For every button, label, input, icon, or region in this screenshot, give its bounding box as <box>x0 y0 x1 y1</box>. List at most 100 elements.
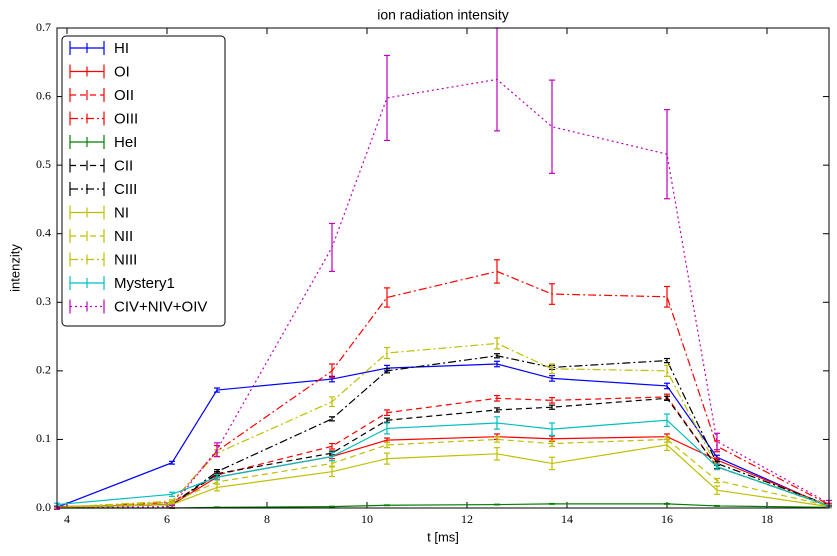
x-tick-label: 10 <box>361 512 373 526</box>
error-bar <box>329 505 335 508</box>
error-bar <box>329 442 335 450</box>
error-bar <box>214 387 220 393</box>
error-bar <box>494 503 500 506</box>
y-tick-label: 0.4 <box>36 225 51 239</box>
x-tick-label: 14 <box>561 512 573 526</box>
legend-box <box>61 35 226 327</box>
error-bar <box>384 368 390 374</box>
error-bar <box>384 441 390 449</box>
error-bar <box>329 363 335 379</box>
error-bar <box>384 422 390 435</box>
error-bar <box>549 79 555 174</box>
y-tick-label: 0.7 <box>36 20 51 34</box>
error-bar <box>494 337 500 350</box>
x-tick-label: 8 <box>264 512 270 526</box>
legend-label: HI <box>114 40 129 57</box>
error-bar <box>714 432 720 451</box>
error-bar <box>714 477 720 484</box>
y-axis-label: intenzity <box>7 244 22 292</box>
legend-label: OI <box>114 63 130 80</box>
error-bar <box>329 222 335 273</box>
error-bar <box>169 499 175 504</box>
x-tick-label: 16 <box>661 512 673 526</box>
plot-frame <box>56 27 830 509</box>
error-bar <box>549 502 555 505</box>
error-bar <box>664 436 670 443</box>
error-bar <box>329 396 335 408</box>
y-tick-label: 0.6 <box>36 88 51 102</box>
error-bar <box>169 491 175 497</box>
error-bar <box>384 504 390 507</box>
legend-label: NII <box>114 228 133 245</box>
error-bar <box>214 469 220 475</box>
series-line <box>56 78 830 509</box>
error-bar <box>214 473 220 481</box>
error-bar <box>329 466 335 478</box>
y-tick-label: 0.0 <box>36 500 51 514</box>
y-tick-label: 0.1 <box>36 431 51 445</box>
series-line <box>56 397 830 508</box>
error-bar <box>549 375 555 382</box>
error-bar <box>384 346 390 360</box>
error-bar <box>549 422 555 436</box>
error-bar <box>549 283 555 305</box>
x-tick-label: 18 <box>761 512 773 526</box>
legend-label: OII <box>114 87 134 104</box>
legend-label: CIII <box>114 181 137 198</box>
error-bar <box>664 502 670 505</box>
legend-label: CIV+NIV+OIV <box>114 298 207 315</box>
y-tick-label: 0.2 <box>36 363 51 377</box>
error-bar <box>384 54 390 142</box>
error-bar <box>384 452 390 465</box>
y-tick-label: 0.3 <box>36 294 51 308</box>
legend-label: NI <box>114 204 129 221</box>
series-line <box>56 436 830 508</box>
error-bar <box>384 287 390 308</box>
legend-label: HeI <box>114 134 137 151</box>
error-bar <box>494 407 500 413</box>
error-bar <box>329 416 335 422</box>
error-bar <box>549 363 555 375</box>
legend-label: NIII <box>114 251 137 268</box>
chart-title: ion radiation intensity <box>377 7 509 23</box>
error-bar <box>549 440 555 447</box>
y-tick-label: 0.5 <box>36 157 51 171</box>
series-line <box>56 444 830 508</box>
error-bar <box>549 456 555 471</box>
error-bar <box>664 382 670 390</box>
error-bar <box>329 451 335 462</box>
series-line <box>56 419 830 507</box>
error-bar <box>714 505 720 507</box>
legend-label: OIII <box>114 110 138 127</box>
error-bar <box>494 259 500 284</box>
x-tick-label: 6 <box>164 512 170 526</box>
error-bar <box>714 485 720 495</box>
error-bar <box>549 404 555 410</box>
error-bar <box>494 353 500 359</box>
legend-label: CII <box>114 157 133 174</box>
error-bar <box>169 460 175 465</box>
legend-label: Mystery1 <box>114 275 175 292</box>
error-bar <box>664 413 670 427</box>
x-axis-label: t [ms] <box>427 529 459 544</box>
series-line <box>56 438 830 508</box>
error-bar <box>384 409 390 417</box>
error-bar <box>714 463 720 471</box>
error-bar <box>494 436 500 443</box>
error-bar <box>664 108 670 200</box>
series-line <box>56 363 830 508</box>
error-bar <box>494 394 500 402</box>
error-bar <box>664 285 670 308</box>
error-bar <box>664 357 670 364</box>
x-tick-label: 12 <box>461 512 473 526</box>
error-bar <box>214 442 220 458</box>
error-bar <box>494 447 500 461</box>
error-bar <box>664 364 670 377</box>
error-bar <box>494 360 500 368</box>
series-line <box>56 355 830 508</box>
series-line <box>56 342 830 508</box>
error-bar <box>549 397 555 404</box>
x-tick-label: 4 <box>64 512 70 526</box>
